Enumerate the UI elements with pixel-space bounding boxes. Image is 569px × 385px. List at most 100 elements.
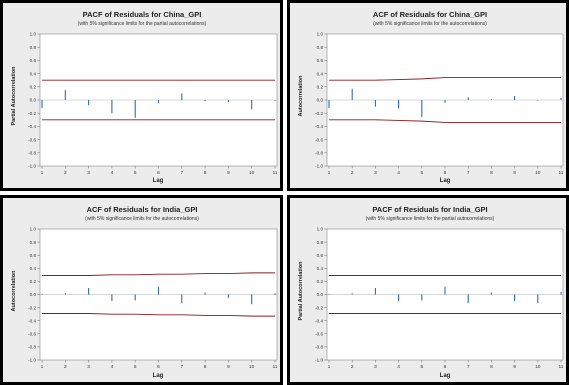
chart-title: PACF of Residuals for China_GPI	[83, 10, 202, 19]
y-tick-label: -0.4	[315, 318, 323, 323]
y-tick-label: 0.4	[30, 266, 37, 271]
y-tick-label: -0.2	[315, 305, 323, 310]
plot-area: 1.0 0.8 0.6 0.4 0.2 0.0 -0.2 -0.4 -0.6 -0.8 -1.0 1 2…	[28, 227, 278, 370]
x-tick-label: 10	[535, 170, 541, 176]
upper-significance-limit	[329, 77, 561, 81]
y-tick-label: 0.2	[30, 279, 37, 284]
chart-panel-india-acf: ACF of Residuals for India_GPI (with 5% …	[0, 195, 283, 385]
x-tick-label: 1	[41, 364, 44, 370]
y-tick-label: 0.4	[30, 71, 37, 76]
y-tick-label: -0.4	[28, 124, 36, 129]
x-tick-label: 2	[351, 170, 354, 176]
chart-subtitle: (with 5% significance limits for the aut…	[85, 216, 199, 222]
y-tick-label: -0.2	[28, 305, 36, 310]
y-tick-label: 0.2	[30, 85, 37, 90]
x-tick-label: 9	[513, 364, 516, 370]
x-tick-label: 1	[41, 170, 44, 176]
plot-area: 1.0 0.8 0.6 0.4 0.2 0.0 -0.2 -0.4 -0.6 -0.8 -1.0 1 2…	[28, 32, 278, 176]
x-tick-label: 4	[111, 364, 114, 370]
x-tick-label: 4	[111, 170, 114, 176]
y-tick-label: -1.0	[28, 358, 36, 363]
chart-title: PACF of Residuals for India_GPI	[372, 205, 487, 214]
y-axis-label: Autocorrelation	[11, 270, 17, 312]
chart-panel-india-pacf: PACF of Residuals for India_GPI (with 5%…	[287, 195, 569, 385]
y-tick-label: -0.8	[28, 151, 36, 156]
x-tick-label: 2	[64, 364, 67, 370]
x-tick-label: 3	[374, 170, 377, 176]
y-tick-label: 0.8	[30, 240, 37, 245]
x-tick-label: 1	[328, 364, 331, 370]
x-tick-label: 5	[134, 170, 137, 176]
chart-title: ACF of Residuals for India_GPI	[87, 205, 198, 214]
y-tick-label: -0.2	[315, 111, 323, 116]
x-tick-label: 7	[180, 170, 183, 176]
x-tick-label: 5	[420, 170, 423, 176]
x-axis-label: Lag	[153, 373, 164, 379]
x-tick-label: 5	[420, 364, 423, 370]
y-tick-label: -0.6	[28, 137, 36, 142]
x-tick-label: 7	[467, 364, 470, 370]
x-tick-label: 11	[273, 364, 278, 370]
y-tick-label: -1.0	[315, 358, 323, 363]
x-tick-label: 8	[204, 364, 207, 370]
y-tick-label: 0.2	[317, 279, 324, 284]
chart-title: ACF of Residuals for China_GPI	[373, 10, 487, 19]
x-axis-label: Lag	[440, 373, 451, 379]
x-tick-label: 6	[444, 364, 447, 370]
y-tick-label: -0.6	[315, 332, 323, 337]
x-tick-label: 2	[351, 364, 354, 370]
x-tick-label: 11	[559, 170, 564, 176]
y-tick-label: 0.6	[30, 58, 37, 63]
chart-svg-china-acf: ACF of Residuals for China_GPI (with 5% …	[298, 10, 564, 184]
y-tick-label: -0.8	[315, 151, 323, 156]
y-axis-label: Autocorrelation	[298, 75, 304, 117]
plot-area: 1.0 0.8 0.6 0.4 0.2 0.0 -0.2 -0.4 -0.6 -0.8 -1.0 1 2…	[315, 32, 564, 176]
x-tick-label: 1	[328, 170, 331, 176]
y-tick-label: 0.6	[30, 253, 37, 258]
chart-subtitle: (with 5% significance limits for the aut…	[373, 21, 487, 27]
lower-significance-limit	[329, 119, 561, 123]
y-tick-label: 0.0	[317, 98, 324, 103]
chart-subtitle: (with 5% significance limits for the par…	[78, 21, 207, 27]
y-tick-label: 0.2	[317, 85, 324, 90]
x-tick-label: 2	[64, 170, 67, 176]
y-tick-label: 1.0	[30, 227, 37, 232]
y-axis-label: Partial Autocorrelation	[11, 66, 17, 126]
chart-panel-china-pacf: PACF of Residuals for China_GPI (with 5%…	[0, 0, 283, 191]
x-tick-label: 9	[513, 170, 516, 176]
chart-svg-india-pacf: PACF of Residuals for India_GPI (with 5%…	[298, 205, 564, 379]
chart-svg-china-pacf: PACF of Residuals for China_GPI (with 5%…	[11, 10, 278, 184]
chart-svg-india-acf: ACF of Residuals for India_GPI (with 5% …	[11, 205, 278, 379]
x-tick-label: 5	[134, 364, 137, 370]
x-axis-label: Lag	[440, 178, 451, 184]
y-tick-label: 0.0	[317, 292, 324, 297]
y-tick-label: 1.0	[317, 227, 324, 232]
y-tick-label: 0.8	[30, 45, 37, 50]
y-tick-label: -0.4	[315, 124, 323, 129]
x-tick-label: 10	[535, 364, 541, 370]
y-tick-label: 0.6	[317, 253, 324, 258]
x-tick-label: 9	[227, 170, 230, 176]
y-tick-label: 1.0	[317, 32, 324, 37]
y-tick-label: 0.8	[317, 45, 324, 50]
x-tick-label: 11	[273, 170, 278, 176]
y-tick-label: 1.0	[30, 32, 37, 37]
x-tick-label: 3	[374, 364, 377, 370]
x-tick-label: 8	[490, 364, 493, 370]
y-tick-label: -1.0	[28, 164, 36, 169]
y-tick-label: 0.0	[30, 98, 37, 103]
x-tick-label: 10	[249, 364, 255, 370]
y-axis-label: Partial Autocorrelation	[298, 261, 304, 321]
x-tick-label: 6	[444, 170, 447, 176]
y-tick-label: -0.4	[28, 318, 36, 323]
x-tick-label: 9	[227, 364, 230, 370]
x-tick-label: 3	[87, 170, 90, 176]
y-tick-label: 0.8	[317, 240, 324, 245]
y-tick-label: 0.0	[30, 292, 37, 297]
y-tick-label: -0.8	[315, 345, 323, 350]
y-tick-label: 0.4	[317, 266, 324, 271]
lower-significance-limit	[42, 313, 275, 317]
x-tick-label: 7	[180, 364, 183, 370]
y-tick-label: -0.8	[28, 345, 36, 350]
x-tick-label: 11	[559, 364, 564, 370]
